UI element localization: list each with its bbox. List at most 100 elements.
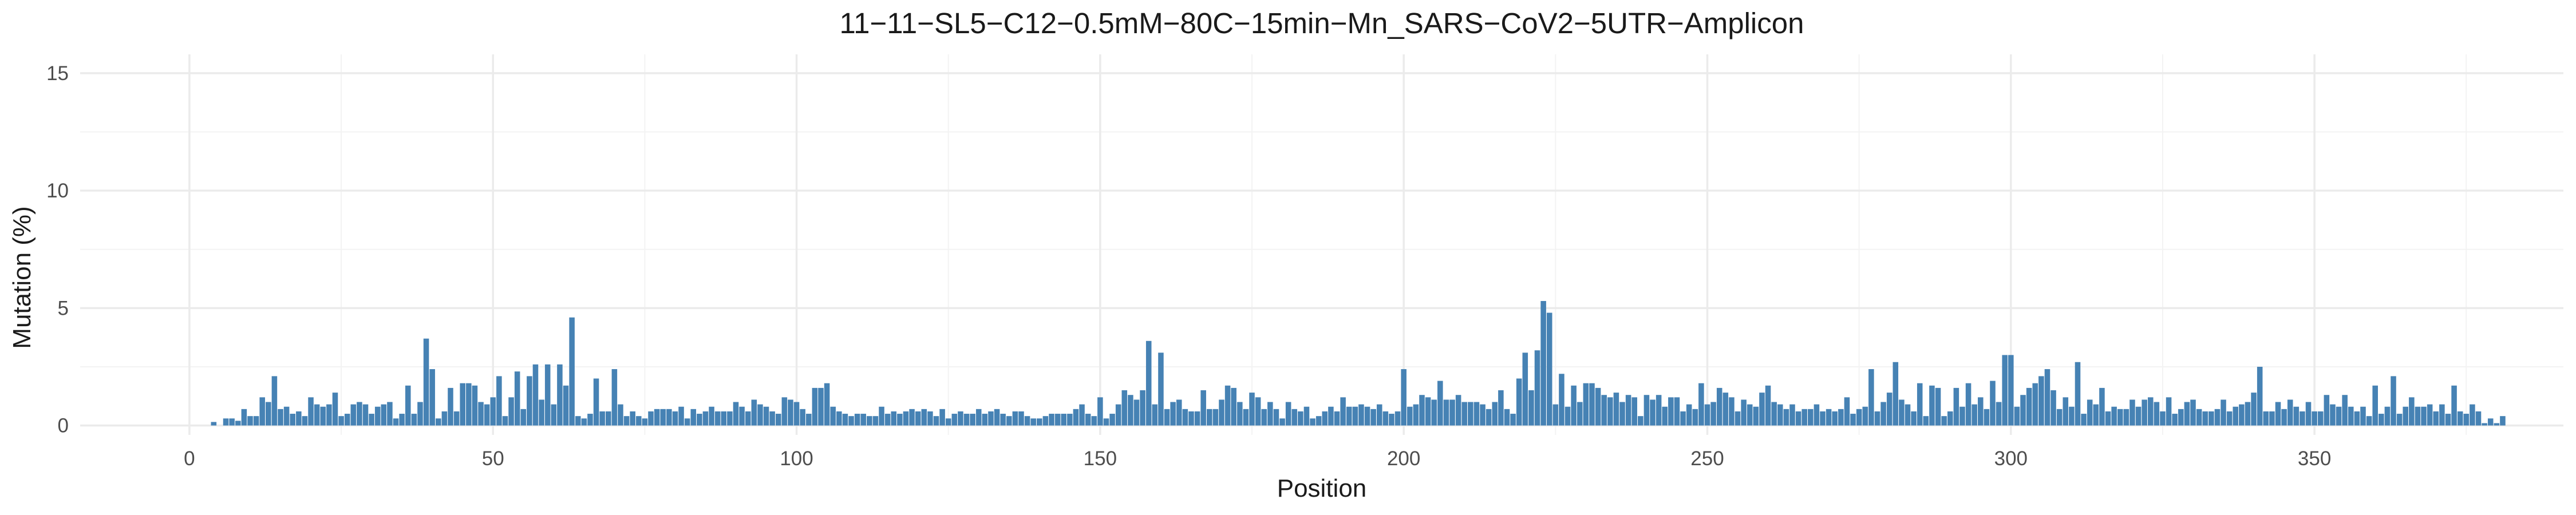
bar bbox=[1680, 411, 1686, 426]
bar bbox=[903, 411, 909, 426]
chart-title: 11−11−SL5−C12−0.5mM−80C−15min−Mn_SARS−Co… bbox=[840, 7, 1804, 39]
bar bbox=[1370, 409, 1376, 426]
bar bbox=[1522, 352, 1528, 426]
bar bbox=[1783, 409, 1789, 426]
bar bbox=[1899, 399, 1905, 426]
bar bbox=[2032, 383, 2038, 426]
bar bbox=[453, 411, 460, 426]
bar bbox=[1073, 409, 1079, 426]
bar bbox=[1820, 411, 1826, 426]
bar bbox=[2263, 411, 2269, 426]
bar bbox=[2196, 409, 2202, 426]
bar bbox=[975, 409, 982, 426]
bar bbox=[1650, 399, 1656, 426]
bar bbox=[1140, 390, 1145, 426]
bar bbox=[1219, 399, 1224, 426]
bar bbox=[1686, 404, 1692, 426]
bar bbox=[532, 364, 539, 426]
bar bbox=[374, 406, 381, 426]
bar bbox=[2391, 376, 2396, 426]
bar bbox=[496, 376, 502, 426]
bar bbox=[660, 409, 666, 426]
bar bbox=[2451, 385, 2457, 426]
bar bbox=[958, 411, 963, 426]
bar bbox=[2014, 406, 2020, 426]
bar bbox=[733, 402, 739, 426]
y-axis-tick-labels: 0 5 10 15 bbox=[46, 62, 69, 437]
bar bbox=[2500, 416, 2506, 426]
bar bbox=[2445, 414, 2451, 426]
bar bbox=[581, 418, 587, 426]
bar bbox=[824, 383, 830, 426]
bar bbox=[1012, 411, 1018, 426]
bar bbox=[2044, 369, 2050, 426]
bar bbox=[1583, 383, 1589, 426]
bar bbox=[1492, 402, 1498, 426]
bar bbox=[818, 387, 824, 426]
bar bbox=[702, 411, 709, 426]
bar bbox=[1753, 406, 1759, 426]
bar bbox=[1303, 406, 1310, 426]
bar bbox=[988, 411, 994, 426]
bar bbox=[1006, 416, 1012, 426]
bar bbox=[1601, 395, 1607, 426]
bar bbox=[1905, 404, 1911, 426]
bar bbox=[2202, 411, 2208, 426]
bar bbox=[599, 411, 605, 426]
bar bbox=[2020, 395, 2026, 426]
bar bbox=[2142, 399, 2147, 426]
bar bbox=[466, 383, 472, 426]
bar bbox=[2008, 355, 2014, 426]
bar bbox=[1298, 411, 1303, 426]
bar bbox=[1911, 411, 1917, 426]
bar bbox=[1273, 409, 1279, 426]
bar bbox=[921, 409, 927, 426]
bar bbox=[320, 406, 326, 426]
bar bbox=[982, 414, 988, 426]
bar bbox=[1789, 404, 1795, 426]
bar bbox=[2312, 411, 2317, 426]
bar bbox=[1249, 393, 1255, 426]
bar bbox=[1091, 416, 1097, 426]
bar bbox=[1710, 402, 1716, 426]
bar bbox=[1322, 411, 1328, 426]
bar bbox=[2275, 402, 2281, 426]
bar bbox=[1862, 406, 1868, 426]
bar bbox=[1662, 406, 1668, 426]
bar bbox=[1455, 395, 1461, 426]
bar bbox=[739, 406, 745, 426]
bar bbox=[362, 404, 369, 426]
bar bbox=[897, 414, 903, 426]
bar bbox=[2063, 397, 2069, 426]
bar bbox=[2226, 411, 2233, 426]
bar bbox=[1000, 414, 1006, 426]
bar bbox=[1959, 406, 1965, 426]
bar bbox=[648, 411, 654, 426]
bar bbox=[241, 409, 247, 426]
bar bbox=[1346, 406, 1352, 426]
bar bbox=[2384, 406, 2391, 426]
bar bbox=[1267, 402, 1273, 426]
bar bbox=[697, 414, 702, 426]
bar bbox=[1856, 409, 1862, 426]
bar bbox=[1607, 397, 1613, 426]
bar bbox=[2056, 409, 2063, 426]
bar bbox=[1340, 397, 1346, 426]
bar bbox=[775, 414, 781, 426]
bar bbox=[259, 397, 265, 426]
bar bbox=[1990, 381, 1996, 426]
bar bbox=[2439, 404, 2445, 426]
bar bbox=[812, 387, 818, 426]
bar bbox=[1425, 397, 1431, 426]
bar bbox=[2251, 393, 2257, 426]
bar bbox=[2002, 355, 2008, 426]
bar bbox=[1285, 402, 1291, 426]
x-tick-label: 150 bbox=[1084, 447, 1117, 470]
bar bbox=[1844, 397, 1850, 426]
bar bbox=[2160, 411, 2166, 426]
bar bbox=[2396, 414, 2403, 426]
bar bbox=[1419, 395, 1425, 426]
bar bbox=[1947, 411, 1953, 426]
bar bbox=[1619, 402, 1625, 426]
bar bbox=[587, 414, 593, 426]
